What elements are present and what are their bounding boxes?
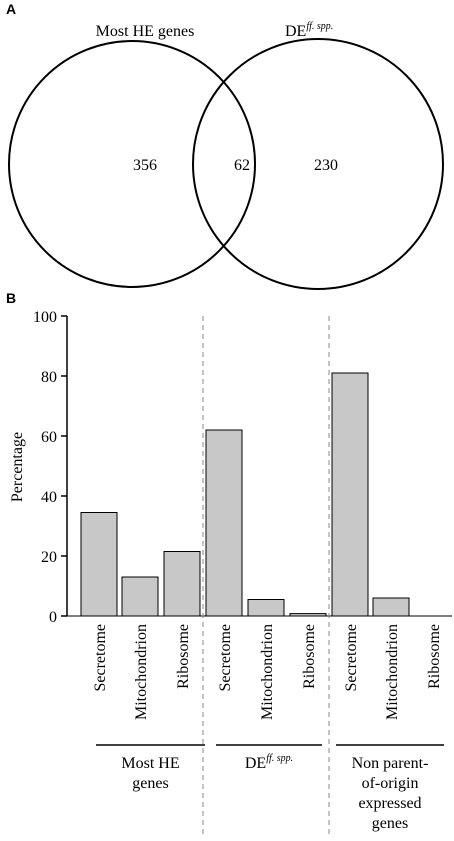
category-label-g3-mitochondrion: Mitochondrion xyxy=(384,624,401,720)
bar-g2-secretome xyxy=(205,429,243,617)
panel-label-a: A xyxy=(6,1,16,17)
y-tick-label-0: 0 xyxy=(49,609,57,626)
group-label-2: DEff. spp. xyxy=(245,753,293,772)
category-label-g2-ribosome: Ribosome xyxy=(301,624,318,689)
category-label-g1-ribosome: Ribosome xyxy=(175,624,192,689)
y-axis-label: Percentage xyxy=(9,432,26,502)
venn-set-label-de-sup: ff. spp. xyxy=(306,21,333,32)
y-tick-label-60: 60 xyxy=(41,429,57,446)
category-label-g3-ribosome: Ribosome xyxy=(426,624,443,689)
y-tick-label-100: 100 xyxy=(33,309,57,326)
venn-circle-de xyxy=(192,38,444,290)
bar-g1-mitochondrion xyxy=(121,576,159,617)
venn-set-label-most-he: Most HE genes xyxy=(96,23,195,40)
bars-layer: 0 20 40 60 80 100 Secretome Mitochondrion Riboso… xyxy=(33,309,452,836)
venn-set-label-de-main: DE xyxy=(285,23,306,40)
venn-panel: A Most HE genes DEff. spp. 356 62 230 xyxy=(6,1,444,290)
bar-panel: B Percentage 0 20 40 60 80 100 Secretome Mitoch… xyxy=(6,290,452,836)
bar-g2-mitochondrion xyxy=(247,599,285,617)
category-label-g1-secretome: Secretome xyxy=(92,624,109,692)
bar-g3-mitochondrion xyxy=(372,597,410,617)
group-label-3: Non parent-of-origin expressed genes xyxy=(352,755,429,832)
category-label-g1-mitochondrion: Mitochondrion xyxy=(133,624,150,720)
y-tick-label-80: 80 xyxy=(41,369,57,386)
bar-g3-secretome xyxy=(331,372,369,617)
bar-g1-secretome xyxy=(80,512,118,617)
venn-set-label-de: DEff. spp. xyxy=(285,21,333,40)
category-label-g2-mitochondrion: Mitochondrion xyxy=(259,624,276,720)
y-tick-label-20: 20 xyxy=(41,549,57,566)
venn-count-most-he-only: 356 xyxy=(133,157,157,174)
bar-g2-ribosome xyxy=(289,613,327,617)
venn-circle-most-he xyxy=(8,40,256,288)
category-label-g2-secretome: Secretome xyxy=(217,624,234,692)
bar-g1-ribosome xyxy=(163,551,201,617)
group-label-1: Most HE genes xyxy=(121,755,179,792)
panel-label-b: B xyxy=(6,290,16,306)
venn-count-intersection: 62 xyxy=(234,157,250,174)
venn-count-de-only: 230 xyxy=(314,157,338,174)
y-tick-label-40: 40 xyxy=(41,489,57,506)
category-label-g3-secretome: Secretome xyxy=(343,624,360,692)
